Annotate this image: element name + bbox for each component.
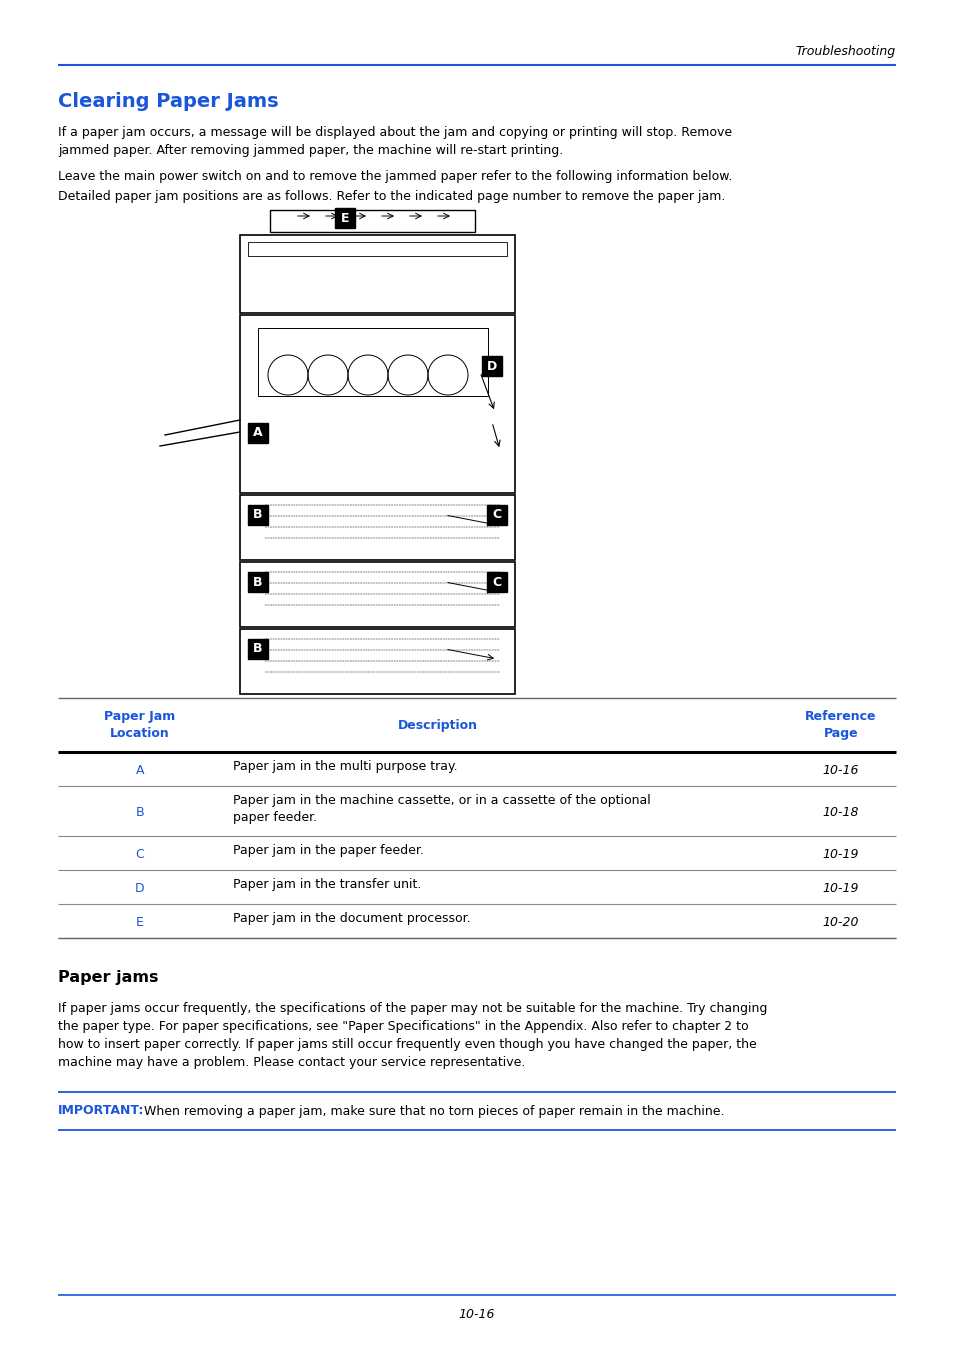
- Text: Reference
Page: Reference Page: [804, 710, 876, 740]
- Text: E: E: [340, 212, 349, 224]
- Bar: [248, 242, 506, 256]
- Text: C: C: [135, 849, 144, 861]
- Bar: [240, 235, 515, 313]
- Text: When removing a paper jam, make sure that no torn pieces of paper remain in the : When removing a paper jam, make sure tha…: [140, 1104, 723, 1118]
- Bar: [248, 505, 268, 525]
- Bar: [240, 495, 515, 560]
- Bar: [486, 505, 506, 525]
- Text: Paper jam in the transfer unit.: Paper jam in the transfer unit.: [233, 878, 421, 891]
- Text: Paper jam in the paper feeder.: Paper jam in the paper feeder.: [233, 844, 423, 857]
- Text: 10-16: 10-16: [458, 1308, 495, 1322]
- Bar: [248, 572, 268, 593]
- Text: B: B: [253, 509, 262, 521]
- Text: 10-18: 10-18: [821, 806, 859, 819]
- Text: A: A: [135, 764, 144, 778]
- Text: Paper jam in the multi purpose tray.: Paper jam in the multi purpose tray.: [233, 760, 457, 774]
- Text: Paper jam in the document processor.: Paper jam in the document processor.: [233, 913, 470, 925]
- Text: B: B: [253, 643, 262, 656]
- Text: Paper jam in the machine cassette, or in a cassette of the optional
paper feeder: Paper jam in the machine cassette, or in…: [233, 794, 650, 824]
- Text: 10-19: 10-19: [821, 849, 859, 861]
- Bar: [270, 211, 475, 232]
- Text: E: E: [136, 917, 144, 930]
- Text: D: D: [486, 359, 497, 373]
- Text: Troubleshooting: Troubleshooting: [795, 46, 895, 58]
- Text: Detailed paper jam positions are as follows. Refer to the indicated page number : Detailed paper jam positions are as foll…: [58, 190, 724, 202]
- Text: Clearing Paper Jams: Clearing Paper Jams: [58, 92, 278, 111]
- Bar: [248, 423, 268, 443]
- Text: B: B: [135, 806, 144, 819]
- Text: Description: Description: [397, 718, 477, 732]
- Text: Leave the main power switch on and to remove the jammed paper refer to the follo: Leave the main power switch on and to re…: [58, 170, 732, 184]
- Bar: [248, 639, 268, 659]
- Text: If a paper jam occurs, a message will be displayed about the jam and copying or : If a paper jam occurs, a message will be…: [58, 126, 731, 157]
- Text: Paper jams: Paper jams: [58, 971, 158, 986]
- Text: IMPORTANT:: IMPORTANT:: [58, 1104, 144, 1118]
- Bar: [240, 562, 515, 626]
- Bar: [486, 572, 506, 593]
- Text: 10-16: 10-16: [821, 764, 859, 778]
- Bar: [335, 208, 355, 228]
- Text: C: C: [492, 575, 501, 589]
- Text: 10-20: 10-20: [821, 917, 859, 930]
- Bar: [240, 629, 515, 694]
- Text: Paper Jam
Location: Paper Jam Location: [104, 710, 175, 740]
- Text: 10-19: 10-19: [821, 883, 859, 895]
- Text: D: D: [135, 883, 145, 895]
- Text: B: B: [253, 575, 262, 589]
- Bar: [257, 328, 488, 396]
- Bar: [481, 356, 501, 377]
- Bar: [240, 315, 515, 493]
- Text: If paper jams occur frequently, the specifications of the paper may not be suita: If paper jams occur frequently, the spec…: [58, 1002, 766, 1069]
- Text: A: A: [253, 427, 262, 440]
- Text: C: C: [492, 509, 501, 521]
